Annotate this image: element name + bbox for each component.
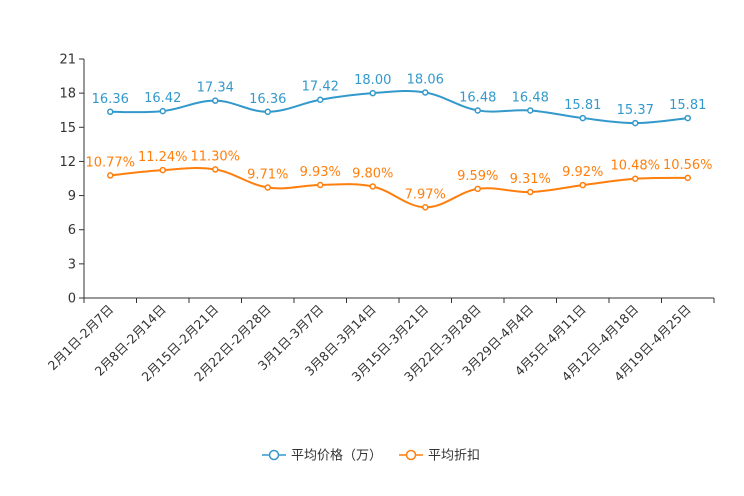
data-point	[107, 172, 114, 179]
data-point	[579, 114, 586, 122]
data-label: 10.48%	[610, 159, 660, 174]
data-label: 16.42	[144, 91, 181, 106]
legend: 平均价格（万） 平均折扣	[262, 448, 480, 464]
data-point	[264, 184, 271, 191]
data-label: 18.06	[407, 72, 444, 87]
data-point	[369, 89, 376, 97]
legend-item-1[interactable]: 平均价格（万）	[262, 448, 382, 464]
data-label: 17.42	[302, 80, 339, 95]
data-label: 16.36	[92, 92, 129, 107]
data-label: 15.81	[564, 98, 601, 113]
y-tick-label: 6	[68, 223, 76, 238]
y-tick-label: 15	[59, 121, 76, 136]
data-point	[422, 204, 429, 211]
data-label: 9.59%	[457, 169, 498, 184]
data-point	[264, 108, 271, 116]
data-label: 16.48	[459, 90, 496, 105]
legend-label: 平均价格（万）	[291, 448, 382, 464]
data-label: 10.56%	[663, 158, 713, 173]
data-point	[632, 119, 639, 127]
y-tick-label: 21	[59, 53, 76, 68]
series-1: 16.36 16.42 17.34 16.36 17.42 18.00 18.06 16.48…	[92, 72, 706, 127]
data-point	[527, 107, 534, 114]
series-2: 10.77% 11.24% 11.30% 9.71% 9.93% 9.80% 7.97% 9.…	[85, 149, 713, 211]
data-point	[579, 181, 586, 189]
legend-marker-icon	[268, 449, 280, 461]
data-label: 10.77%	[85, 155, 135, 170]
y-axis: 0 3 6 9 12 15 18 21	[59, 53, 85, 307]
data-point	[317, 96, 324, 103]
data-label: 11.24%	[138, 150, 188, 165]
data-label: 11.30%	[190, 149, 240, 164]
data-label: 9.92%	[562, 165, 603, 180]
y-tick-label: 9	[68, 189, 76, 204]
data-label: 18.00	[354, 73, 391, 88]
y-tick-label: 18	[59, 87, 76, 102]
y-tick-label: 3	[68, 257, 76, 272]
data-point	[107, 108, 114, 116]
data-label: 9.80%	[352, 166, 393, 181]
legend-item-2[interactable]: 平均折扣	[399, 449, 480, 464]
data-point	[684, 114, 691, 122]
series-line	[110, 166, 688, 209]
data-point	[369, 183, 376, 190]
data-point	[684, 174, 691, 182]
data-point	[527, 188, 534, 196]
series-line	[110, 89, 688, 125]
data-point	[212, 166, 219, 173]
data-point	[632, 175, 639, 182]
legend-label: 平均折扣	[428, 449, 480, 464]
data-label: 7.97%	[405, 187, 446, 202]
y-tick-label: 0	[68, 292, 76, 307]
data-label: 16.36	[249, 92, 286, 107]
data-point	[422, 89, 429, 96]
data-label: 9.71%	[247, 167, 288, 182]
data-label: 9.31%	[510, 172, 551, 187]
data-label: 17.34	[197, 81, 234, 96]
y-tick-label: 12	[59, 155, 76, 170]
data-point	[474, 185, 481, 193]
data-point	[474, 107, 481, 114]
data-point	[159, 166, 166, 174]
data-point	[212, 97, 219, 104]
data-point	[317, 181, 324, 189]
series-layer: 16.36 16.42 17.34 16.36 17.42 18.00 18.06 16.48…	[85, 72, 713, 211]
data-label: 15.81	[669, 98, 706, 113]
x-axis: 2月1日-2月7日2月8日-2月14日2月15日-2月21日2月22日-2月28…	[45, 297, 715, 384]
data-label: 9.93%	[300, 165, 341, 180]
legend-marker-icon	[405, 449, 417, 461]
data-point	[159, 107, 166, 115]
data-label: 15.37	[617, 103, 654, 118]
data-label: 16.48	[512, 90, 549, 105]
